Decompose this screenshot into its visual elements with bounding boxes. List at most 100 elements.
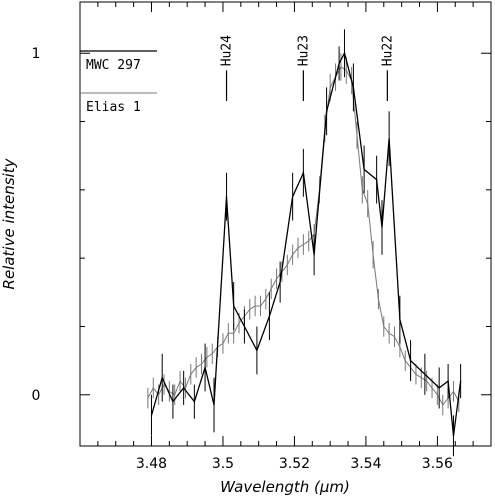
series-line (150, 51, 462, 436)
line-marker-label: Hu23 (296, 35, 311, 66)
data-point (270, 288, 272, 290)
data-point (376, 179, 378, 181)
legend-label: MWC 297 (86, 58, 141, 73)
data-point (265, 298, 267, 300)
data-point (460, 380, 462, 382)
data-point (345, 69, 347, 71)
x-tick-label: 3.54 (350, 456, 381, 472)
data-point (195, 366, 197, 369)
data-point (363, 168, 365, 170)
data-point (179, 380, 181, 382)
data-point (150, 414, 153, 416)
y-tick-label: 1 (32, 46, 41, 62)
line-markers: Hu24 Hu23 Hu22 (220, 35, 395, 102)
line-marker-label: Hu22 (380, 35, 395, 66)
data-point (399, 319, 401, 321)
legend-label: Elias 1 (86, 100, 141, 115)
data-point (161, 377, 163, 379)
series-layer (147, 29, 462, 457)
data-point (275, 278, 278, 280)
data-point (436, 394, 438, 396)
x-tick-label: 3.5 (212, 456, 234, 472)
series-elias-1 (147, 53, 460, 416)
data-point (183, 387, 185, 389)
data-point (184, 387, 187, 389)
data-point (399, 346, 401, 348)
data-point (279, 281, 281, 283)
data-point (254, 305, 256, 307)
data-point (190, 373, 192, 375)
x-tick-label: 3.48 (136, 456, 167, 472)
data-point (388, 138, 390, 140)
data-point (442, 404, 444, 406)
data-point (268, 315, 271, 317)
data-point (249, 308, 251, 310)
data-point (147, 397, 149, 399)
data-point (447, 380, 449, 382)
data-point (172, 401, 174, 403)
data-point (238, 322, 240, 324)
data-point (381, 226, 383, 229)
data-point (286, 264, 288, 266)
data-point (438, 387, 440, 389)
data-point (426, 380, 428, 382)
x-axis-label: Wavelength (μm) (220, 478, 350, 496)
data-point (420, 377, 422, 379)
data-point (259, 305, 262, 307)
legend: MWC 297 Elias 1 (80, 50, 157, 115)
y-tick-label: 0 (32, 388, 41, 404)
data-point (367, 202, 369, 205)
plot-frame (79, 1, 492, 447)
data-point (213, 404, 215, 406)
data-point (308, 240, 310, 242)
data-point (393, 336, 396, 338)
data-point (352, 86, 355, 88)
data-point (326, 110, 328, 112)
y-axis-label: Relative intensity (0, 157, 18, 289)
data-point (343, 52, 346, 54)
ticks-layer: 3.48 3.5 3.52 3.54 3.56 0 1 (32, 2, 492, 472)
data-point (163, 383, 165, 386)
data-point (361, 189, 363, 191)
x-tick-label: 3.52 (279, 456, 310, 472)
data-point (302, 243, 304, 246)
line-marker-label: Hu24 (220, 35, 235, 66)
data-point (193, 401, 195, 403)
data-point (404, 360, 406, 362)
data-point (292, 254, 294, 256)
data-point (233, 305, 235, 307)
data-point (383, 325, 385, 328)
data-point (174, 394, 176, 396)
data-point (152, 387, 154, 389)
data-point (158, 394, 160, 396)
data-point (452, 435, 455, 437)
data-point (204, 366, 206, 369)
data-point (225, 196, 228, 198)
data-point (302, 172, 304, 174)
data-point (338, 62, 340, 65)
data-point (424, 373, 426, 375)
data-point (206, 356, 208, 358)
data-point (452, 390, 455, 392)
data-point (222, 342, 224, 345)
x-tick-label: 3.56 (422, 456, 453, 472)
data-point (233, 332, 235, 334)
data-point (415, 373, 417, 375)
data-point (388, 332, 390, 334)
data-point (377, 298, 380, 300)
data-point (200, 363, 203, 365)
data-point (313, 254, 315, 256)
data-point (211, 353, 213, 355)
data-point (431, 387, 433, 389)
data-point (329, 86, 331, 88)
data-point (292, 196, 294, 198)
data-point (340, 66, 342, 68)
series-mwc-297 (150, 29, 462, 457)
data-point (227, 332, 229, 334)
data-point (256, 349, 258, 351)
data-point (243, 325, 245, 328)
data-point (356, 134, 358, 136)
data-point (297, 247, 299, 249)
